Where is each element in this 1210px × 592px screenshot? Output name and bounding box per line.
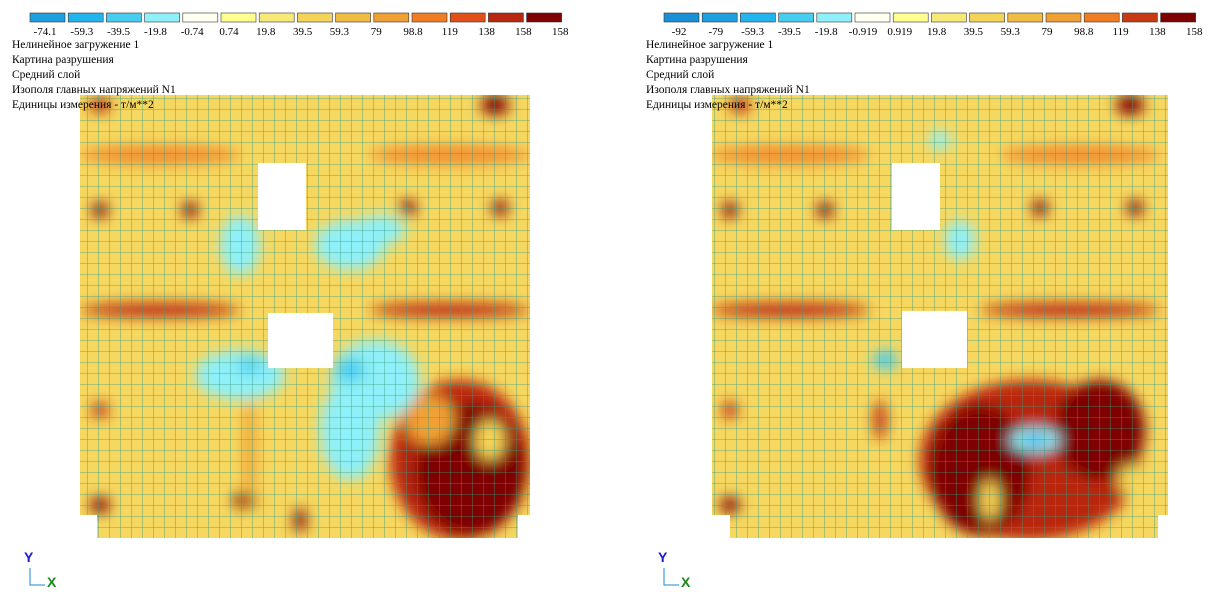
- axis-x-label: X: [47, 574, 57, 590]
- legend-label: -39.5: [778, 26, 801, 38]
- legend-swatch: [30, 13, 65, 22]
- info-line: Изополя главных напряжений N1: [646, 84, 810, 96]
- opening: [268, 313, 333, 368]
- opening: [892, 163, 940, 230]
- opening: [902, 311, 967, 368]
- legend-label: 119: [442, 26, 459, 38]
- info-line: Единицы измерения - т/м**2: [646, 99, 788, 111]
- legend-swatch: [336, 13, 371, 22]
- info-line: Средний слой: [646, 69, 714, 81]
- legend-swatch: [1046, 13, 1081, 22]
- legend-label: -92: [672, 26, 687, 38]
- legend-label: -0.74: [181, 26, 204, 38]
- legend-swatch: [931, 13, 966, 22]
- legend-label: 59.3: [1001, 26, 1021, 38]
- legend-label: -19.8: [144, 26, 167, 38]
- info-line: Картина разрушения: [12, 54, 115, 66]
- panel: -74.1 -59.3 -39.5 -19.8 -0.74 0.74 19.8 39.5 59.…: [12, 13, 569, 590]
- legend-swatch: [412, 13, 447, 22]
- legend-label: -59.3: [70, 26, 93, 38]
- axis-icon: [30, 568, 45, 585]
- legend-swatch: [1084, 13, 1119, 22]
- legend-label: 158: [515, 26, 532, 38]
- legend-swatch: [374, 13, 409, 22]
- axis-y-label: Y: [658, 549, 668, 565]
- legend-label: -74.1: [34, 26, 57, 38]
- legend-swatch: [1161, 13, 1196, 22]
- legend-swatch: [183, 13, 218, 22]
- axis-x-label: X: [681, 574, 691, 590]
- legend-swatch: [1008, 13, 1043, 22]
- legend-label: 0.74: [219, 26, 239, 38]
- info-line: Изополя главных напряжений N1: [12, 84, 176, 96]
- legend-swatch: [106, 13, 141, 22]
- info-line: Средний слой: [12, 69, 80, 81]
- legend-label: -79: [708, 26, 723, 38]
- legend-label: 98.8: [1074, 26, 1094, 38]
- legend-swatch: [855, 13, 890, 22]
- legend-label: 39.5: [964, 26, 984, 38]
- legend-swatch: [970, 13, 1005, 22]
- legend-label: 0.919: [887, 26, 912, 38]
- legend-swatch: [893, 13, 928, 22]
- plate: [80, 95, 530, 540]
- axis-y-label: Y: [24, 549, 34, 565]
- legend-label: -59.3: [741, 26, 764, 38]
- legend-swatch: [817, 13, 852, 22]
- legend-label: 98.8: [403, 26, 423, 38]
- legend-label: 79: [1042, 26, 1054, 38]
- legend-label: 138: [1149, 26, 1166, 38]
- legend-swatch: [297, 13, 332, 22]
- info-line: Картина разрушения: [646, 54, 749, 66]
- legend-label: 59.3: [330, 26, 350, 38]
- legend-swatch: [145, 13, 180, 22]
- legend-swatch: [68, 13, 103, 22]
- legend-label: 19.8: [256, 26, 276, 38]
- legend-swatch: [779, 13, 814, 22]
- opening: [258, 163, 306, 230]
- info-line: Единицы измерения - т/м**2: [12, 99, 154, 111]
- legend-swatch: [450, 13, 485, 22]
- axis-icon: [664, 568, 679, 585]
- plate: [710, 95, 1168, 540]
- legend-swatch: [740, 13, 775, 22]
- legend-label: 119: [1113, 26, 1130, 38]
- legend-swatch: [488, 13, 523, 22]
- legend-label: -0.919: [849, 26, 878, 38]
- legend-label: -19.8: [815, 26, 838, 38]
- panel: -92 -79 -59.3 -39.5 -19.8 -0.919 0.919 19.8 39.5…: [646, 13, 1203, 590]
- legend-label: 138: [478, 26, 495, 38]
- info-line: Нелинейное загружение 1: [12, 39, 139, 51]
- legend-swatch: [221, 13, 256, 22]
- legend-label: 158: [1186, 26, 1203, 38]
- info-line: Нелинейное загружение 1: [646, 39, 773, 51]
- legend-swatch: [259, 13, 294, 22]
- legend-swatch: [527, 13, 562, 22]
- legend-label: 79: [371, 26, 383, 38]
- legend-label: -39.5: [107, 26, 130, 38]
- legend-swatch: [664, 13, 699, 22]
- legend-swatch: [1122, 13, 1157, 22]
- legend-label: 39.5: [293, 26, 313, 38]
- legend-swatch: [702, 13, 737, 22]
- legend-label: 19.8: [927, 26, 947, 38]
- screen: -74.1 -59.3 -39.5 -19.8 -0.74 0.74 19.8 39.5 59.…: [0, 0, 1210, 592]
- legend-label: 158: [552, 26, 569, 38]
